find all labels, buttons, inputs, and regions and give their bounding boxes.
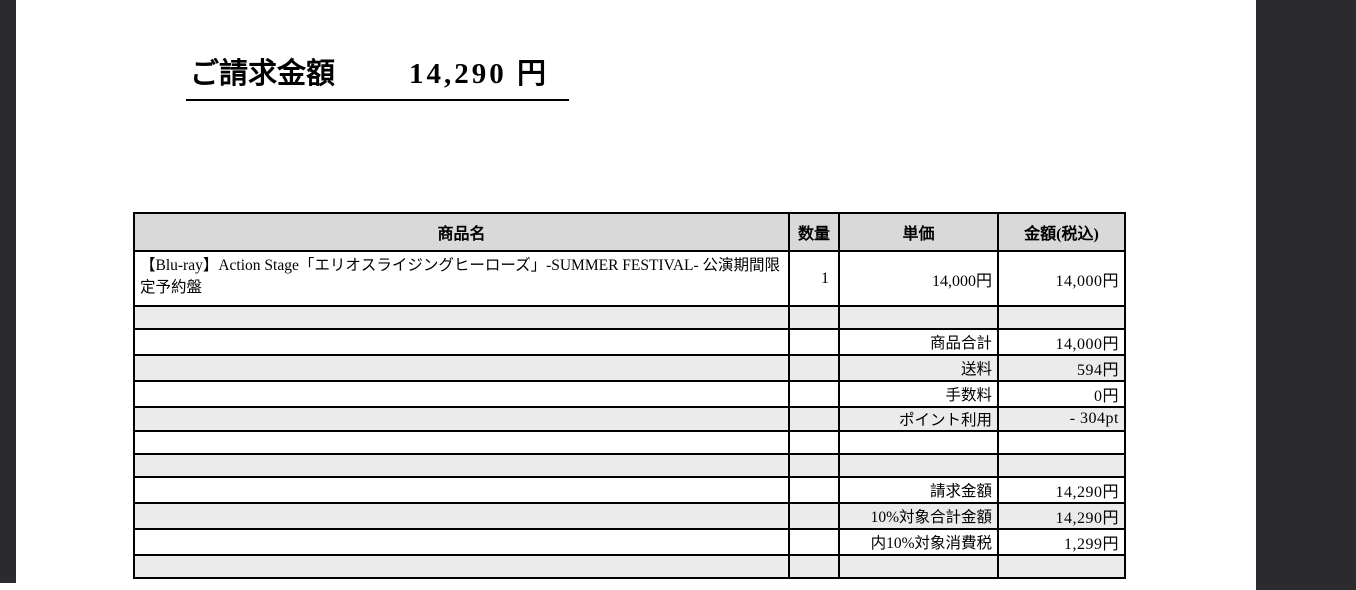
left-dark-panel [0,0,16,583]
summary-label-cell: 10%対象合計金額 [838,502,999,530]
summary-row: 送料 594円 [133,354,1126,382]
empty-row [133,305,1126,330]
empty-cell [133,453,790,478]
empty-cell [997,453,1126,478]
empty-cell [997,305,1126,330]
summary-amount-cell: 1,299円 [997,528,1126,556]
empty-cell [788,476,840,504]
summary-amount-cell: 14,290円 [997,502,1126,530]
summary-row: 内10%対象消費税 1,299円 [133,528,1126,556]
empty-cell [838,430,999,455]
summary-amount-cell: - 304pt [997,406,1126,432]
summary-row: 請求金額 14,290円 [133,476,1126,504]
item-row: 【Blu-ray】Action Stage「エリオスライジングヒーローズ」-SU… [133,250,1126,307]
empty-cell [788,502,840,530]
summary-label-cell: 内10%対象消費税 [838,528,999,556]
right-dark-panel [1256,0,1356,590]
summary-amount-cell: 0円 [997,380,1126,408]
empty-cell [788,528,840,556]
item-name-cell: 【Blu-ray】Action Stage「エリオスライジングヒーローズ」-SU… [133,250,790,307]
summary-label-cell: 手数料 [838,380,999,408]
empty-cell [133,528,790,556]
billing-total-title: ご請求金額 14,290 円 [186,50,570,101]
empty-cell [788,354,840,382]
empty-cell [133,502,790,530]
empty-cell [788,406,840,432]
summary-amount-cell: 14,000円 [997,328,1126,356]
empty-cell [133,554,790,579]
header-product-name: 商品名 [133,212,790,252]
invoice-table: 商品名 数量 単価 金額(税込) 【Blu-ray】Action Stage「エ… [133,212,1126,579]
item-quantity-cell: 1 [788,250,840,307]
header-amount-tax-included: 金額(税込) [997,212,1126,252]
summary-amount-cell: 594円 [997,354,1126,382]
summary-row: 10%対象合計金額 14,290円 [133,502,1126,530]
summary-label-cell: 送料 [838,354,999,382]
billing-total-amount: 14,290 円 [409,58,550,90]
item-amount-cell: 14,000円 [997,250,1126,307]
header-unit-price: 単価 [838,212,999,252]
empty-cell [838,554,999,579]
empty-cell [838,453,999,478]
empty-cell [788,554,840,579]
empty-cell [133,476,790,504]
empty-cell [788,380,840,408]
table-header-row: 商品名 数量 単価 金額(税込) [133,212,1126,252]
empty-row [133,453,1126,478]
summary-row: 商品合計 14,000円 [133,328,1126,356]
empty-cell [133,380,790,408]
item-unit-price-cell: 14,000円 [838,250,999,307]
summary-label-cell: ポイント利用 [838,406,999,432]
empty-cell [997,554,1126,579]
summary-label-cell: 商品合計 [838,328,999,356]
summary-row: 手数料 0円 [133,380,1126,408]
summary-row: ポイント利用 - 304pt [133,406,1126,432]
empty-cell [788,328,840,356]
summary-label-cell: 請求金額 [838,476,999,504]
summary-amount-cell: 14,290円 [997,476,1126,504]
empty-row [133,430,1126,455]
empty-cell [997,430,1126,455]
empty-cell [788,305,840,330]
empty-cell [133,305,790,330]
empty-cell [838,305,999,330]
empty-row [133,554,1126,579]
empty-cell [133,406,790,432]
empty-cell [133,430,790,455]
header-quantity: 数量 [788,212,840,252]
billing-total-label: ご請求金額 [190,58,336,90]
empty-cell [133,328,790,356]
empty-cell [133,354,790,382]
empty-cell [788,430,840,455]
empty-cell [788,453,840,478]
